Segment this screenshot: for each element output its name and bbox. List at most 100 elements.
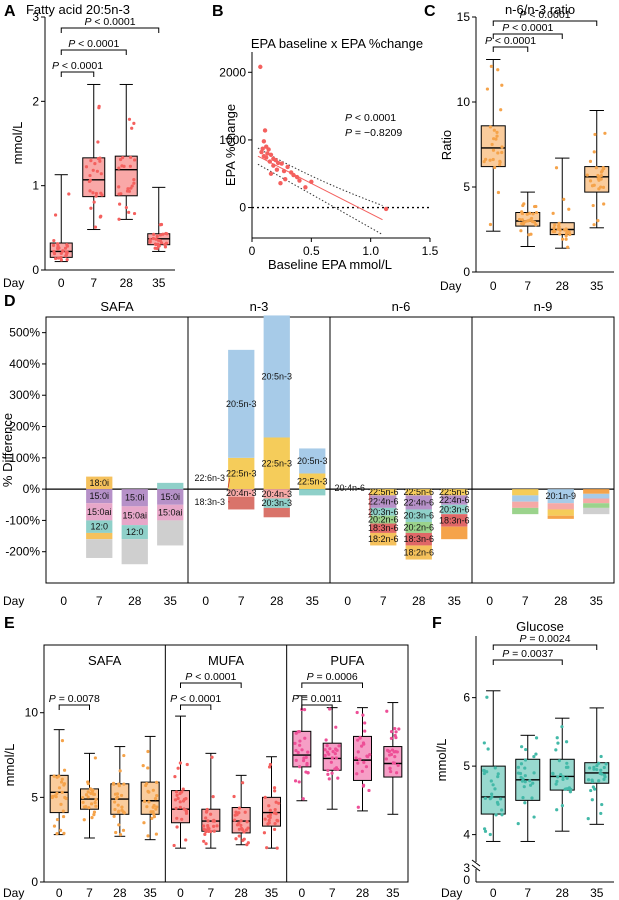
tick-label-x: 35	[386, 886, 400, 900]
data-point	[121, 828, 126, 832]
data-point	[55, 831, 59, 836]
data-point	[294, 748, 298, 753]
segment-label: 12:0	[90, 522, 108, 532]
data-point	[164, 231, 168, 236]
data-point	[184, 811, 189, 815]
data-point	[122, 782, 126, 786]
data-point	[211, 795, 215, 799]
data-point	[234, 810, 238, 814]
data-point	[595, 763, 599, 768]
data-point	[567, 207, 571, 211]
data-point	[491, 157, 495, 162]
data-point	[118, 202, 122, 206]
data-point	[363, 721, 367, 725]
data-point	[129, 155, 133, 159]
stack-segment	[228, 496, 255, 510]
data-point	[94, 191, 99, 196]
p-symbol: P	[485, 35, 492, 47]
data-point	[601, 166, 605, 170]
data-point	[95, 169, 99, 173]
tick-label-x: 0	[58, 276, 65, 290]
data-point	[482, 771, 486, 776]
stack-segment	[512, 489, 539, 496]
data-point	[333, 752, 337, 756]
data-point	[93, 225, 98, 229]
data-point	[488, 158, 492, 162]
data-point	[364, 765, 369, 769]
data-point	[362, 742, 366, 746]
data-point	[271, 163, 276, 168]
data-point	[93, 801, 97, 805]
data-point	[323, 748, 327, 752]
stack-segment	[441, 504, 468, 515]
p-rest: < 0.0001	[75, 38, 119, 50]
tick-label-y: 100%	[9, 451, 40, 465]
data-point	[520, 218, 524, 222]
data-point	[558, 232, 562, 236]
data-point	[303, 736, 307, 740]
data-point	[276, 819, 280, 823]
x-axis-label-day: Day	[3, 594, 24, 608]
data-point	[564, 787, 569, 791]
stack-segment	[121, 539, 148, 565]
tick-label-y: 0	[463, 873, 470, 887]
data-point	[293, 741, 297, 746]
data-point	[393, 755, 397, 759]
data-point	[600, 169, 604, 173]
data-point	[142, 799, 147, 803]
data-point	[113, 800, 117, 804]
data-point	[492, 128, 496, 132]
stack-segment	[441, 489, 468, 496]
data-point	[263, 795, 267, 799]
data-point	[522, 202, 526, 206]
data-point	[560, 237, 565, 241]
data-point	[180, 790, 184, 794]
data-point	[90, 816, 94, 820]
data-point	[273, 808, 277, 812]
p-symbol: P	[52, 60, 59, 72]
data-point	[532, 771, 536, 775]
data-point	[94, 797, 98, 802]
segment-label: 15:0ai	[122, 511, 147, 521]
x-axis-label-day: Day	[441, 886, 462, 900]
data-point	[55, 791, 59, 795]
data-point	[61, 249, 65, 253]
stack-segment	[263, 498, 290, 508]
y-axis-label: EPA %change	[223, 104, 238, 186]
data-point	[565, 776, 569, 780]
tick-label-x: 35	[590, 279, 604, 293]
data-point	[206, 819, 210, 823]
data-point	[496, 68, 500, 72]
data-point	[273, 821, 277, 826]
p-value: P < 0.0001	[84, 16, 135, 28]
stack-segment	[583, 503, 610, 508]
data-point	[234, 837, 238, 841]
data-point	[56, 247, 60, 251]
tick-label-x: 7	[90, 276, 97, 290]
data-point	[488, 222, 493, 227]
data-point	[178, 800, 182, 804]
stack-segment	[157, 504, 184, 521]
data-point	[521, 796, 525, 800]
data-point	[237, 834, 241, 838]
tick-label-x: 28	[128, 594, 142, 608]
data-point	[397, 727, 401, 731]
group-title: MUFA	[208, 653, 244, 668]
p-value: P = 0.0078	[49, 693, 100, 705]
data-point	[554, 166, 559, 170]
data-point	[92, 810, 97, 814]
data-point	[392, 761, 397, 765]
data-point	[553, 223, 557, 227]
data-point	[552, 226, 556, 230]
data-point	[555, 779, 559, 783]
data-point	[483, 829, 488, 833]
tick-label-x: 0	[202, 594, 209, 608]
data-point	[63, 795, 67, 800]
data-point	[328, 707, 332, 711]
p-rest: = −0.8209	[352, 127, 402, 139]
data-point	[266, 147, 271, 152]
p-value: P = 0.0024	[519, 633, 570, 645]
tick-label-x: 0	[56, 886, 63, 900]
tick-label-y: 500%	[9, 326, 40, 340]
data-point	[586, 778, 591, 782]
